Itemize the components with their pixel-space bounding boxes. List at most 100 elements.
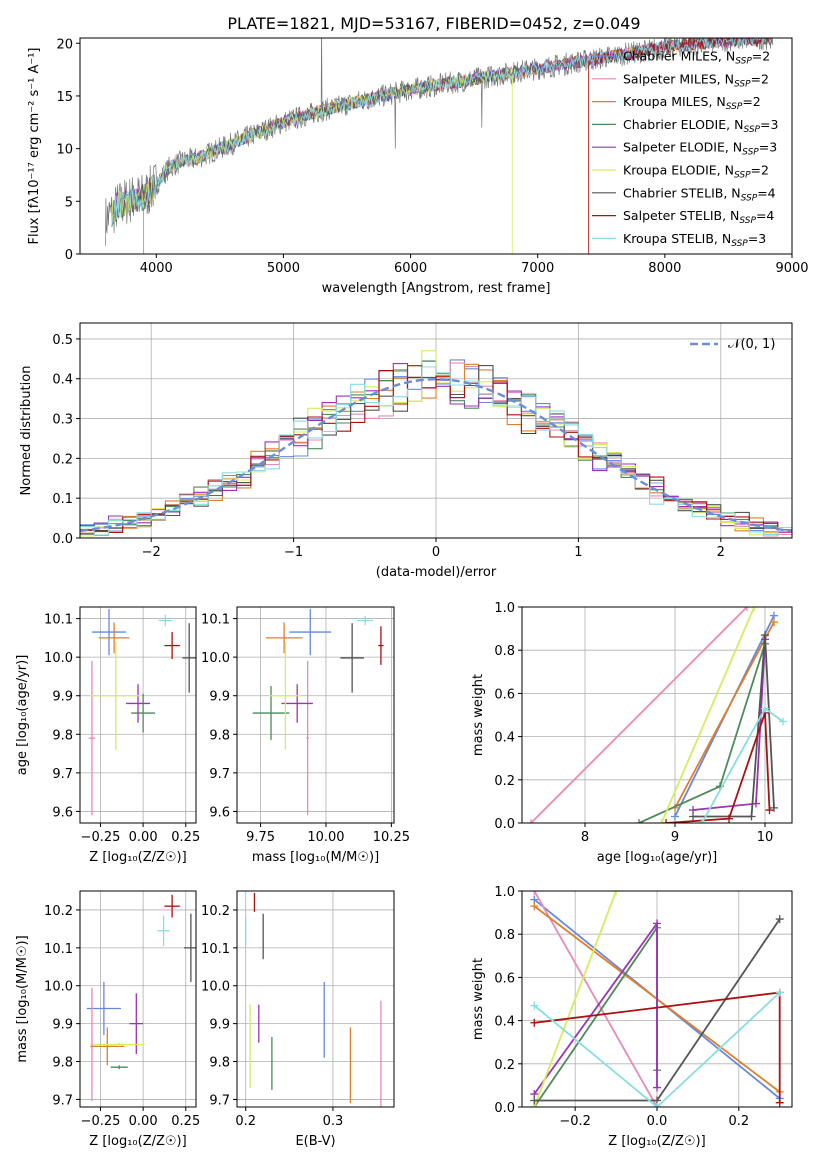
errorbar-chabrier-stelib (184, 913, 196, 982)
weight-marker (765, 806, 774, 815)
y-tick-label: 9.9 (52, 1018, 73, 1033)
weight-marker (750, 607, 759, 611)
x-tick-label: 10 (757, 830, 774, 845)
x-tick-label: 0.2 (728, 1114, 749, 1129)
y-tick-label: 0.8 (494, 928, 515, 943)
weight-marker (671, 812, 679, 821)
errorbar-kroupa-stelib (158, 614, 173, 627)
y-tick-label: 10 (56, 143, 73, 158)
y-tick-label: 5 (65, 195, 73, 210)
legend: 𝒩(0, 1) (690, 337, 775, 352)
weight-line-salpeter-miles (530, 607, 748, 823)
weight-marker (725, 814, 733, 823)
errorbar-kroupa-elodie (93, 1042, 145, 1047)
plot-area (105, 38, 774, 254)
histogram-panel: −2 −1 0 1 2 0.0 0.1 0.2 0.3 0.4 0.5 (data-model)/er… (19, 322, 793, 580)
x-tick-label: 0.25 (171, 830, 200, 845)
errorbar-salpeter-miles (91, 987, 93, 1102)
y-tick-label: 9.6 (209, 805, 230, 820)
legend-label: Salpeter STELIB, NSSP=4 (623, 208, 774, 226)
y-tick-label: 0.5 (52, 333, 73, 348)
weight-marker (653, 1103, 661, 1107)
x-axis-label: wavelength [Angstrom, rest frame] (322, 281, 551, 296)
normal-curve (80, 377, 792, 533)
weight-marker (775, 915, 784, 924)
errorbar-kroupa-miles (98, 622, 130, 654)
y-tick-label: 9.7 (52, 1093, 73, 1108)
errorbar-kroupa-elodie (90, 641, 142, 750)
x-axis-label: Z [log₁₀(Z/Z☉)] (89, 850, 186, 865)
legend-label: Salpeter MILES, NSSP=2 (623, 71, 769, 89)
plot-area (530, 891, 784, 1107)
axes-frame (79, 37, 793, 255)
errorbar-salpeter-miles (306, 661, 309, 816)
weight-line-chabrier-elodie (533, 924, 658, 1107)
y-axis-label: Normed distribution (19, 366, 34, 496)
weight-marker (612, 891, 621, 895)
y-tick-label: 0.2 (52, 452, 73, 467)
y-tick-label: 0.0 (494, 1101, 515, 1116)
y-tick-label: 9.8 (209, 1056, 230, 1071)
y-axis-label: age [log₁₀(age/yr)] (15, 655, 30, 776)
x-tick-label: 0.00 (129, 1114, 158, 1129)
chart-title: PLATE=1821, MJD=53167, FIBERID=0452, z=0… (227, 14, 640, 33)
y-tick-label: 0.6 (494, 687, 515, 702)
x-axis-label: Z [log₁₀(Z/Z☉)] (89, 1134, 186, 1149)
x-tick-label: 5000 (267, 261, 300, 276)
x-axis-label: mass [log₁₀(M/M☉)] (252, 850, 379, 865)
weight-marker (653, 1083, 661, 1092)
errorbar-kroupa-stelib (157, 915, 170, 946)
y-tick-label: 0 (65, 248, 73, 263)
x-tick-label: 0 (432, 545, 440, 560)
errorbar-chabrier-stelib (340, 623, 364, 693)
weight-marker (761, 704, 769, 713)
weight-vs-Z-panel: −0.2 0.0 0.2 0.0 0.2 0.4 0.6 0.8 1.0 Z [log₁₀(Z/Z… (471, 885, 793, 1149)
y-tick-label: 0.2 (494, 1058, 515, 1073)
y-tick-label: 0.4 (52, 373, 73, 388)
legend-label: Salpeter ELODIE, NSSP=3 (623, 140, 777, 158)
y-tick-label: 9.7 (209, 767, 230, 782)
errorbar-chabrier-miles (289, 608, 332, 656)
x-tick-label: 0.2 (235, 1114, 256, 1129)
x-tick-label: 8 (581, 830, 589, 845)
y-tick-label: 9.7 (52, 767, 73, 782)
errorbar-kroupa-miles (265, 622, 303, 654)
axes-frame (521, 606, 793, 824)
plot-area (245, 892, 382, 1107)
x-tick-label: −0.25 (81, 1114, 121, 1129)
weight-line-kroupa-elodie (533, 891, 617, 1107)
y-tick-label: 1.0 (494, 885, 515, 900)
x-tick-label: 0.0 (647, 1114, 668, 1129)
axes-frame (79, 890, 197, 1108)
axes-frame (79, 606, 197, 824)
mass-vs-EBV-panel: 0.2 0.3 9.7 9.8 9.9 10.0 10.1 10.2 E(B-V) (201, 890, 395, 1149)
errorbar-kroupa-stelib (357, 615, 374, 626)
x-tick-label: 6000 (394, 261, 427, 276)
weight-marker (689, 812, 697, 821)
y-tick-label: 20 (56, 37, 73, 52)
y-tick-label: 10.0 (44, 651, 73, 666)
x-tick-label: 0.00 (129, 830, 158, 845)
y-tick-label: 9.9 (52, 690, 73, 705)
plot-area (80, 350, 792, 537)
y-tick-label: 9.9 (209, 690, 230, 705)
x-tick-label: 10.00 (307, 830, 344, 845)
errorbar-salpeter-elodie (126, 684, 150, 723)
legend: Chabrier MILES, NSSP=2 Salpeter MILES, NS… (592, 49, 778, 249)
weight-line-chabrier-stelib (693, 635, 775, 818)
x-tick-label: 0.25 (171, 1114, 200, 1129)
x-tick-label: −1 (284, 545, 303, 560)
weight-marker (770, 618, 778, 627)
weight-marker (743, 607, 751, 611)
y-tick-label: 10.2 (44, 904, 73, 919)
weight-marker (657, 819, 666, 823)
y-tick-label: 0.4 (494, 731, 515, 746)
weight-marker (770, 803, 778, 812)
plot-area (86, 894, 196, 1102)
y-tick-label: 0.0 (52, 532, 73, 547)
x-tick-label: 9 (671, 830, 679, 845)
weight-marker (775, 1098, 784, 1107)
errorbar-chabrier-miles (91, 608, 127, 656)
x-tick-label: 9.75 (246, 830, 275, 845)
